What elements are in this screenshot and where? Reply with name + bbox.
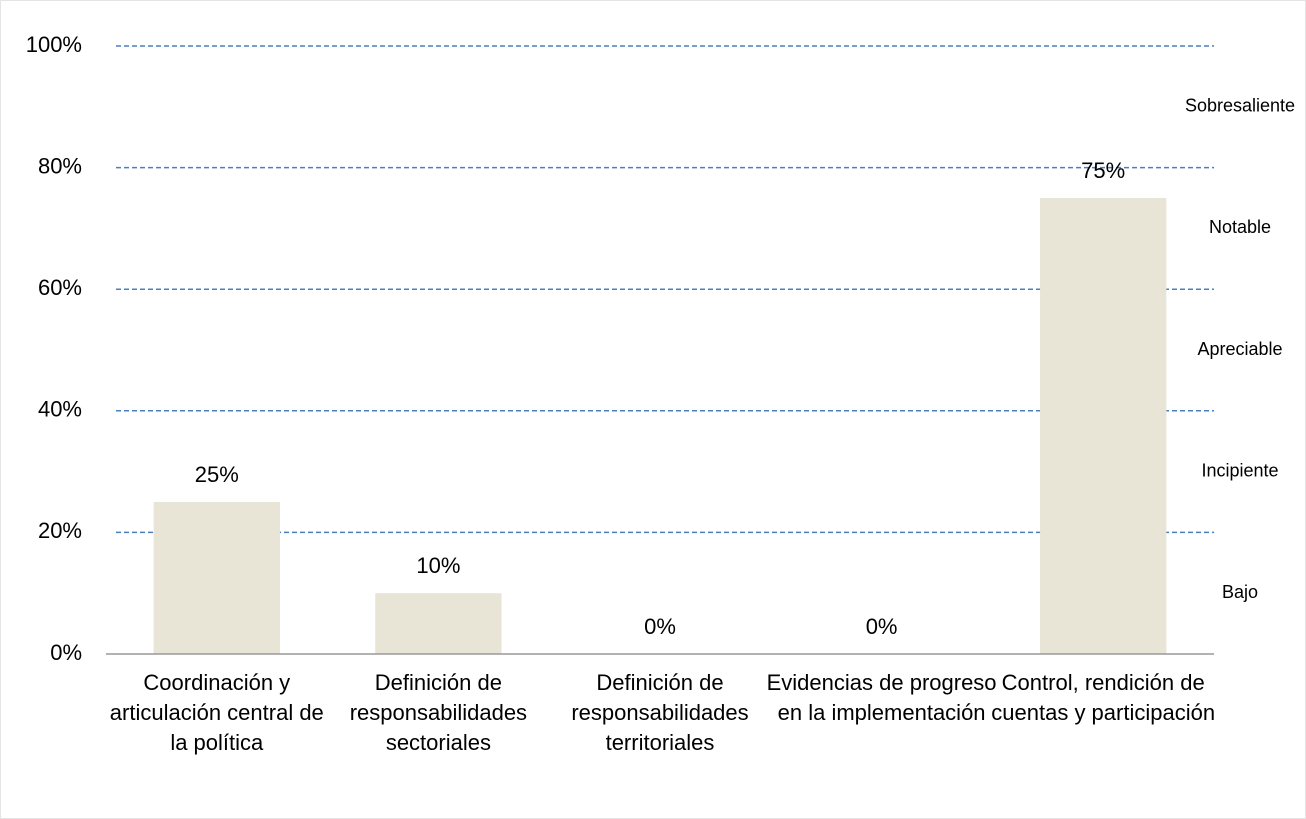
value-label: 0% <box>866 614 898 639</box>
y-tick-label: 100% <box>26 32 82 57</box>
bar <box>1040 198 1167 654</box>
level-label: Notable <box>1209 217 1271 237</box>
x-tick-label: Evidencias de progreso en la implementac… <box>766 670 997 725</box>
x-tick-label: Control, rendición de cuentas y particip… <box>991 670 1216 725</box>
y-tick-label: 20% <box>38 518 82 543</box>
y-tick-label: 80% <box>38 153 82 178</box>
x-tick-label: Definición de responsabilidades territor… <box>571 670 749 755</box>
x-tick-label: Definición de responsabilidades sectoria… <box>349 670 528 755</box>
level-label: Sobresaliente <box>1185 96 1295 116</box>
value-label: 0% <box>644 614 676 639</box>
level-label: Incipiente <box>1201 460 1278 480</box>
value-label: 25% <box>195 462 239 487</box>
level-label: Bajo <box>1222 582 1258 602</box>
level-label: Apreciable <box>1197 339 1282 359</box>
y-tick-label: 40% <box>38 397 82 422</box>
bar <box>375 593 502 654</box>
value-label: 75% <box>1081 158 1125 183</box>
y-tick-label: 0% <box>50 640 82 665</box>
value-label: 10% <box>416 553 460 578</box>
bar <box>153 502 280 654</box>
x-tick-label: Coordinación y articulación central de l… <box>109 670 324 755</box>
y-tick-label: 60% <box>38 275 82 300</box>
